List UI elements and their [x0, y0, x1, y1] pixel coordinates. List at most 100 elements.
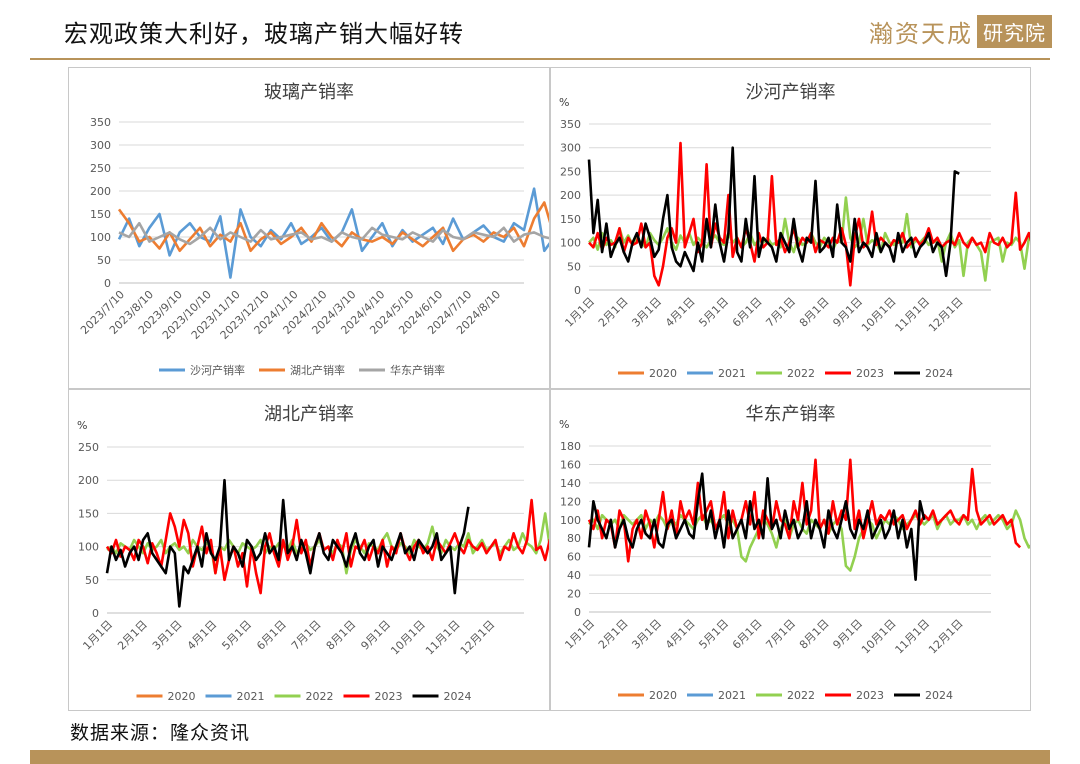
series-line-2024	[587, 472, 926, 581]
legend-label: 湖北产销率	[290, 363, 345, 377]
x-tick-label: 1月1日	[562, 617, 597, 652]
series-line-2023	[587, 458, 1022, 563]
legend-label: 2022	[787, 689, 815, 702]
x-tick-label: 5月1日	[696, 617, 731, 652]
y-tick-label: 150	[560, 213, 581, 226]
x-tick-label: 8月1日	[324, 618, 359, 653]
x-tick-label: 7月1日	[289, 618, 324, 653]
y-axis-unit: %	[77, 419, 87, 432]
chart-glass-svg: 玻璃产销率0501001502002503003502023/7/102023/…	[78, 82, 549, 377]
y-tick-label: 100	[560, 237, 581, 250]
legend-label: 沙河产销率	[190, 363, 245, 377]
y-tick-label: 80	[567, 532, 581, 545]
x-tick-label: 11月1日	[893, 295, 933, 335]
y-tick-label: 120	[560, 495, 581, 508]
y-axis-unit: %	[559, 96, 569, 109]
x-tick-label: 7月1日	[763, 295, 798, 330]
legend-label: 2020	[649, 689, 677, 702]
y-tick-label: 180	[560, 440, 581, 453]
legend-label: 2022	[306, 690, 334, 703]
y-tick-label: 60	[567, 551, 581, 564]
x-tick-label: 2月1日	[115, 618, 150, 653]
y-tick-label: 100	[78, 541, 99, 554]
chart-title: 湖北产销率	[264, 404, 354, 425]
x-tick-label: 11月1日	[423, 618, 463, 658]
y-tick-label: 150	[78, 507, 99, 520]
series-line-沙河产销率	[117, 187, 549, 279]
y-tick-label: 50	[85, 574, 99, 587]
x-tick-label: 8月1日	[797, 617, 832, 652]
y-tick-label: 20	[567, 588, 581, 601]
legend-label: 2023	[375, 690, 403, 703]
legend-label: 华东产销率	[390, 363, 445, 377]
footer-bar	[30, 750, 1050, 764]
x-tick-label: 7月1日	[763, 617, 798, 652]
y-tick-label: 300	[560, 142, 581, 155]
x-tick-label: 12月1日	[926, 617, 966, 657]
y-tick-label: 0	[574, 606, 581, 619]
x-tick-label: 10月1日	[859, 617, 899, 657]
y-tick-label: 0	[574, 284, 581, 297]
legend-label: 2021	[718, 689, 746, 702]
y-axis-unit: %	[559, 418, 569, 431]
x-tick-label: 6月1日	[730, 295, 765, 330]
x-tick-label: 5月1日	[219, 618, 254, 653]
x-tick-label: 12月1日	[926, 295, 966, 335]
y-tick-label: 0	[92, 607, 99, 620]
y-tick-label: 160	[560, 458, 581, 471]
chart-panel-glass: 玻璃产销率 0 50 100 150 200 250 300 350 2023/7/10 2023/…	[68, 67, 550, 389]
legend-label: 2020	[649, 367, 677, 380]
legend-label: 2023	[856, 367, 884, 380]
x-tick-label: 10月1日	[388, 618, 428, 658]
x-tick-label: 6月1日	[730, 617, 765, 652]
y-tick-label: 50	[567, 260, 581, 273]
y-tick-label: 200	[560, 189, 581, 202]
chart-panel-hubei: 湖北产销率% 0 50 100 150 200 250 1月1日 2月1日 3月1日 4月1日 5月1…	[68, 389, 550, 711]
x-tick-label: 2月1日	[596, 617, 631, 652]
y-tick-label: 250	[90, 162, 111, 175]
series-line-2022	[588, 509, 1030, 572]
y-tick-label: 200	[78, 474, 99, 487]
x-tick-label: 4月1日	[663, 617, 698, 652]
x-tick-label: 3月1日	[629, 295, 664, 330]
logo-box: 研究院	[977, 14, 1052, 48]
x-tick-label: 4月1日	[185, 618, 220, 653]
y-tick-label: 0	[104, 277, 111, 290]
legend-label: 2023	[856, 689, 884, 702]
x-tick-label: 8月1日	[797, 295, 832, 330]
chart-huadong-svg: 华东产销率% 0 20 40 60 80 100 120 140 160 180 1月1日2月1日3月…	[559, 404, 1030, 702]
y-tick-label: 150	[90, 208, 111, 221]
y-tick-label: 200	[90, 185, 111, 198]
chart-title: 玻璃产销率	[264, 82, 354, 103]
chart-hubei-svg: 湖北产销率% 0 50 100 150 200 250 1月1日 2月1日 3月1日 4月1日 5月1…	[77, 404, 549, 703]
logo-text: 瀚资天成	[869, 19, 973, 48]
x-tick-label: 4月1日	[663, 295, 698, 330]
chart-title: 华东产销率	[746, 404, 836, 425]
y-tick-label: 40	[567, 569, 581, 582]
y-tick-label: 50	[97, 254, 111, 267]
legend-label: 2022	[787, 367, 815, 380]
x-tick-label: 5月1日	[696, 295, 731, 330]
x-tick-label: 3月1日	[150, 618, 185, 653]
y-tick-label: 250	[78, 441, 99, 454]
y-tick-label: 300	[90, 139, 111, 152]
series-line-2023	[105, 498, 549, 595]
series-line-华东产销率	[118, 221, 549, 246]
x-tick-label: 1月1日	[80, 618, 115, 653]
series-line-2024	[105, 478, 470, 608]
chart-panel-huadong: 华东产销率% 0 20 40 60 80 100 120 140 160 180 1月1日 2月1日 3月…	[550, 389, 1031, 711]
x-tick-label: 6月1日	[254, 618, 289, 653]
y-tick-label: 250	[560, 165, 581, 178]
y-tick-label: 350	[90, 116, 111, 129]
y-tick-label: 140	[560, 477, 581, 490]
header-rule	[30, 58, 1050, 60]
y-tick-label: 100	[90, 231, 111, 244]
x-tick-label: 1月1日	[562, 295, 597, 330]
page-title: 宏观政策大利好，玻璃产销大幅好转	[64, 20, 464, 48]
series-line-2024	[587, 146, 960, 278]
y-tick-label: 350	[560, 118, 581, 131]
brand-logo: 瀚资天成 研究院	[869, 12, 1052, 50]
y-tick-label: 100	[560, 514, 581, 527]
legend-label: 2024	[444, 690, 472, 703]
series-line-湖北产销率	[117, 201, 549, 253]
